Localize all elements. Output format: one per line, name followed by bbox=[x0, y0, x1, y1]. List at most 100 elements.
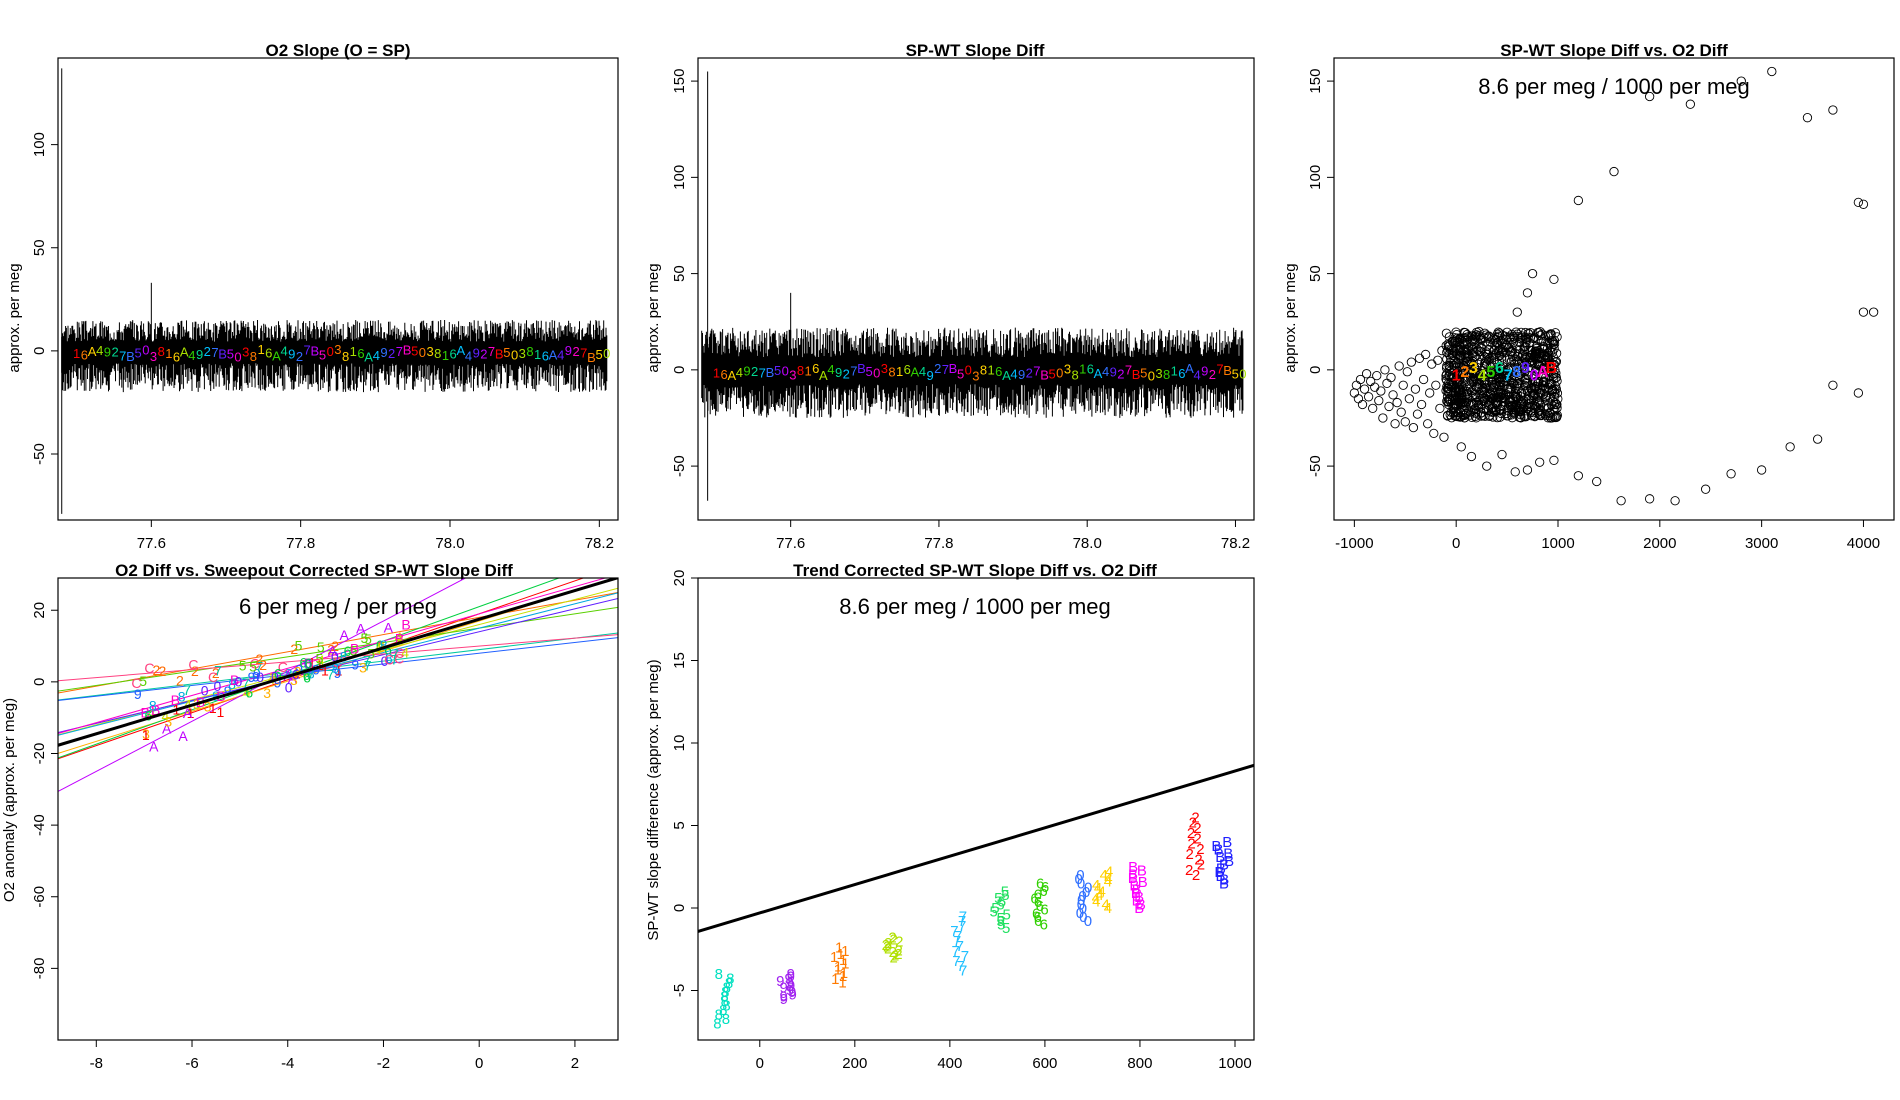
group-marker: 5 bbox=[249, 658, 257, 674]
group-marker: 5 bbox=[1003, 907, 1011, 924]
cluster-point bbox=[1466, 360, 1476, 370]
cluster-point bbox=[1553, 394, 1563, 404]
slope-annotation: 8.6 per meg / 1000 per meg bbox=[1478, 74, 1750, 99]
cluster-point bbox=[1510, 388, 1521, 399]
group-marker: 8 bbox=[723, 980, 731, 997]
group-marker: B bbox=[1546, 360, 1558, 377]
group-marker: A bbox=[149, 739, 159, 755]
group-marker: 2 bbox=[191, 663, 199, 679]
group-marker: 3 bbox=[142, 726, 150, 742]
group-marker: 1 bbox=[830, 949, 838, 966]
group-marker: 9 bbox=[334, 665, 342, 681]
group-marker: 9 bbox=[780, 991, 788, 1008]
group-marker: 0 bbox=[201, 683, 209, 699]
scatter-point bbox=[1398, 380, 1408, 390]
cluster-point bbox=[1543, 353, 1554, 363]
cluster-point bbox=[1540, 410, 1551, 421]
group-marker: 7 bbox=[850, 364, 857, 379]
cluster-point bbox=[1442, 361, 1452, 371]
group-marker: B bbox=[1214, 842, 1224, 859]
group-marker: 7 bbox=[183, 682, 191, 698]
group-marker: 0 bbox=[256, 669, 264, 685]
cluster-point bbox=[1547, 358, 1557, 369]
x-tick-label: 77.6 bbox=[137, 535, 166, 552]
group-marker: 5 bbox=[319, 347, 326, 362]
group-marker: C bbox=[208, 669, 218, 685]
group-marker: A bbox=[178, 728, 188, 744]
group-marker: 8 bbox=[715, 966, 723, 983]
group-marker: B bbox=[1132, 367, 1141, 382]
group-marker: 6 bbox=[995, 364, 1002, 379]
cluster-point bbox=[1446, 354, 1456, 364]
group-marker: 5 bbox=[361, 630, 369, 646]
group-marker: 7 bbox=[488, 344, 495, 359]
cluster-point bbox=[1488, 374, 1498, 384]
scatter-point bbox=[1416, 399, 1427, 410]
scatter-point bbox=[1384, 401, 1394, 412]
group-marker: 9 bbox=[380, 345, 387, 360]
group-marker: 1 bbox=[834, 959, 842, 976]
cluster-point bbox=[1484, 354, 1494, 364]
group-marker: 5 bbox=[998, 893, 1006, 910]
group-marker: B bbox=[949, 361, 958, 376]
plot-frame bbox=[57, 577, 619, 1041]
cluster-point bbox=[1525, 328, 1536, 338]
group-marker: 8 bbox=[434, 346, 441, 361]
group-marker: A bbox=[180, 345, 189, 360]
group-marker: B bbox=[1134, 900, 1144, 917]
group-marker: 6 bbox=[721, 367, 728, 382]
scatter-point bbox=[1756, 465, 1767, 475]
group-marker: 7 bbox=[119, 348, 126, 363]
panel-title: SP-WT Slope Diff bbox=[906, 41, 1045, 60]
scatter-point bbox=[1388, 390, 1398, 400]
group-marker: B bbox=[857, 361, 866, 376]
group-marker: B bbox=[1131, 885, 1141, 902]
group-marker: A bbox=[911, 364, 920, 379]
group-marker: 7 bbox=[363, 653, 371, 669]
group-marker: 2 bbox=[388, 346, 395, 361]
cluster-point bbox=[1508, 394, 1518, 405]
cluster-point bbox=[1497, 363, 1507, 374]
cluster-point bbox=[1465, 410, 1475, 420]
scatter-point bbox=[1527, 268, 1538, 279]
group-marker: 8 bbox=[1163, 367, 1170, 382]
group-marker: 2 bbox=[751, 364, 758, 379]
group-marker: 9 bbox=[1201, 363, 1208, 378]
group-marker: A bbox=[819, 368, 828, 383]
cluster-point bbox=[1471, 389, 1481, 400]
group-marker: 2 bbox=[1189, 815, 1197, 832]
group-marker: 0 bbox=[1074, 871, 1082, 888]
scatter-point bbox=[1414, 353, 1425, 363]
group-marker: 6 bbox=[1034, 913, 1042, 930]
group-marker: 0 bbox=[1076, 905, 1084, 922]
scatter-point bbox=[1736, 76, 1746, 86]
cluster-point bbox=[1494, 406, 1505, 416]
x-tick-label: 0 bbox=[1452, 535, 1460, 552]
group-marker: B bbox=[350, 641, 359, 657]
group-marker: 2 bbox=[894, 942, 902, 959]
cluster-point bbox=[1486, 361, 1496, 371]
cluster-point bbox=[1542, 352, 1553, 362]
scatter-point bbox=[1380, 365, 1390, 375]
group-marker: 3 bbox=[789, 368, 796, 383]
group-marker: 1 bbox=[1079, 362, 1086, 377]
group-marker: 9 bbox=[134, 686, 142, 702]
group-marker: 7 bbox=[950, 923, 958, 940]
group-marker: 8 bbox=[340, 648, 348, 664]
group-marker: 5 bbox=[1001, 884, 1009, 901]
group-marker: B bbox=[403, 343, 412, 358]
group-marker: 1 bbox=[209, 700, 217, 716]
group-marker: 3 bbox=[426, 344, 433, 359]
group-marker: 1 bbox=[217, 704, 225, 720]
group-marker: 9 bbox=[565, 343, 572, 358]
cluster-point bbox=[1470, 331, 1480, 342]
group-marker: 2 bbox=[1194, 851, 1202, 868]
scatter-point bbox=[1828, 380, 1838, 390]
group-marker: 2 bbox=[889, 932, 897, 949]
group-marker: 3 bbox=[269, 670, 277, 686]
slope-annotation: 8.6 per meg / 1000 per meg bbox=[839, 594, 1111, 619]
group-marker: 4 bbox=[267, 671, 275, 687]
group-marker: B bbox=[1215, 849, 1225, 866]
scatter-point bbox=[1412, 409, 1423, 419]
